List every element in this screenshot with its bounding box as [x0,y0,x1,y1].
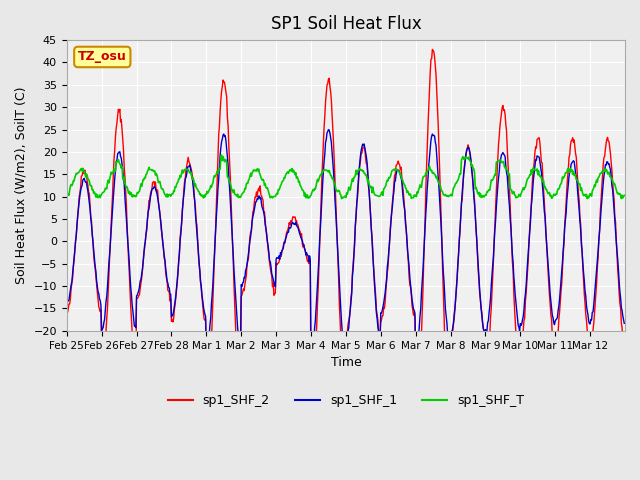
sp1_SHF_T [404,190,412,195]
sp1_SHF_1 [341,352,349,358]
sp1_SHF_T [620,192,628,198]
Y-axis label: Soil Heat Flux (W/m2), SoilT (C): Soil Heat Flux (W/m2), SoilT (C) [15,87,28,284]
sp1_SHF_T [232,192,239,198]
sp1_SHF_2 [620,336,628,342]
sp1_SHF_2 [436,167,444,173]
sp1_SHF_2 [413,432,420,437]
sp1_SHF_T [280,175,288,180]
sp1_SHF_T [338,196,346,202]
sp1_SHF_2 [280,242,287,248]
Line: sp1_SHF_T: sp1_SHF_T [67,155,624,199]
sp1_SHF_T [218,152,225,158]
sp1_SHF_2 [129,330,136,336]
sp1_SHF_1 [280,245,287,251]
Line: sp1_SHF_1: sp1_SHF_1 [67,130,624,355]
sp1_SHF_2 [231,300,239,305]
sp1_SHF_1 [436,198,444,204]
sp1_SHF_T [436,182,444,188]
sp1_SHF_1 [231,279,239,285]
X-axis label: Time: Time [330,356,361,369]
sp1_SHF_2 [259,196,266,202]
sp1_SHF_1 [324,127,332,132]
Text: TZ_osu: TZ_osu [78,50,127,63]
sp1_SHF_2 [403,240,411,245]
Legend: sp1_SHF_2, sp1_SHF_1, sp1_SHF_T: sp1_SHF_2, sp1_SHF_1, sp1_SHF_T [163,389,529,412]
sp1_SHF_1 [620,321,628,326]
sp1_SHF_2 [429,47,436,52]
sp1_SHF_2 [63,309,70,315]
sp1_SHF_1 [63,302,70,308]
sp1_SHF_T [129,194,136,200]
Line: sp1_SHF_2: sp1_SHF_2 [67,49,624,434]
sp1_SHF_1 [259,205,266,211]
sp1_SHF_T [63,192,70,197]
Title: SP1 Soil Heat Flux: SP1 Soil Heat Flux [271,15,421,33]
sp1_SHF_1 [129,302,136,308]
sp1_SHF_1 [404,256,412,262]
sp1_SHF_T [259,177,267,182]
